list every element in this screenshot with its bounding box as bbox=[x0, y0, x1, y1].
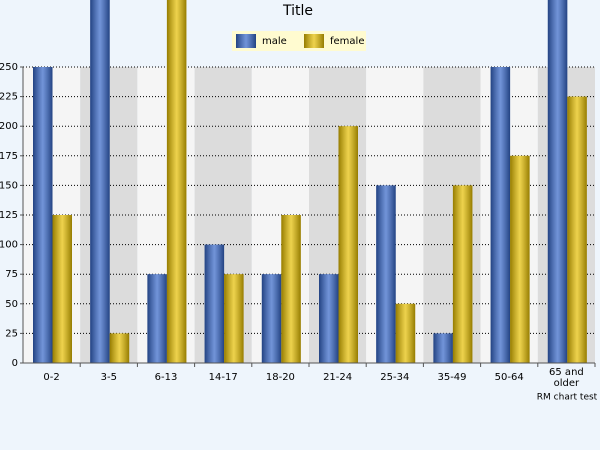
legend-label: male bbox=[262, 36, 287, 47]
bar-shade bbox=[567, 96, 587, 363]
x-tick-label: 35-49 bbox=[437, 372, 466, 383]
bar-shade bbox=[224, 274, 244, 363]
y-tick-label: 175 bbox=[0, 151, 18, 162]
x-tick-label: 65 and older bbox=[549, 367, 584, 389]
y-tick-label: 150 bbox=[0, 180, 18, 191]
y-tick-label: 200 bbox=[0, 121, 18, 132]
bar-shade bbox=[109, 333, 130, 363]
legend-swatch-shade bbox=[304, 34, 324, 48]
bar-shade bbox=[281, 215, 301, 363]
bar-shade bbox=[510, 155, 530, 363]
bar-shade bbox=[90, 0, 110, 364]
x-tick-label: 0-2 bbox=[43, 372, 59, 383]
legend-box bbox=[232, 31, 366, 51]
bar-shade bbox=[547, 0, 568, 364]
x-tick-label: 21-24 bbox=[323, 372, 352, 383]
bar-shade bbox=[490, 67, 511, 363]
x-tick-label: 18-20 bbox=[266, 372, 295, 383]
y-tick-label: 50 bbox=[5, 299, 18, 310]
bar-shade bbox=[33, 67, 53, 363]
bar-shade bbox=[433, 333, 453, 363]
y-tick-label: 250 bbox=[0, 62, 18, 73]
y-tick-label: 100 bbox=[0, 240, 18, 251]
y-tick-label: 125 bbox=[0, 210, 18, 221]
y-tick-label: 225 bbox=[0, 92, 18, 103]
caption: RM chart test bbox=[537, 393, 598, 403]
bar-shade bbox=[376, 185, 396, 363]
x-tick-label: 3-5 bbox=[101, 372, 117, 383]
legend-label: female bbox=[330, 36, 364, 47]
x-tick-label: 25-34 bbox=[380, 372, 409, 383]
x-tick-label: 50-64 bbox=[495, 372, 524, 383]
bar-shade bbox=[147, 274, 167, 363]
bar-shade bbox=[452, 185, 473, 363]
bar-shade bbox=[261, 274, 282, 363]
bar-shade bbox=[166, 0, 187, 364]
y-tick-label: 25 bbox=[5, 328, 18, 339]
bar-shade bbox=[204, 244, 225, 363]
bar-shade bbox=[395, 303, 416, 363]
bar-shade bbox=[338, 126, 358, 363]
legend-swatch-shade bbox=[236, 34, 256, 48]
chart-title: Title bbox=[282, 3, 313, 19]
bar-shade bbox=[52, 215, 72, 363]
x-tick-label: 6-13 bbox=[155, 372, 178, 383]
y-tick-label: 0 bbox=[12, 358, 18, 369]
x-tick-label: 14-17 bbox=[209, 372, 238, 383]
bar-shade bbox=[319, 274, 339, 363]
y-tick-label: 75 bbox=[5, 269, 18, 280]
